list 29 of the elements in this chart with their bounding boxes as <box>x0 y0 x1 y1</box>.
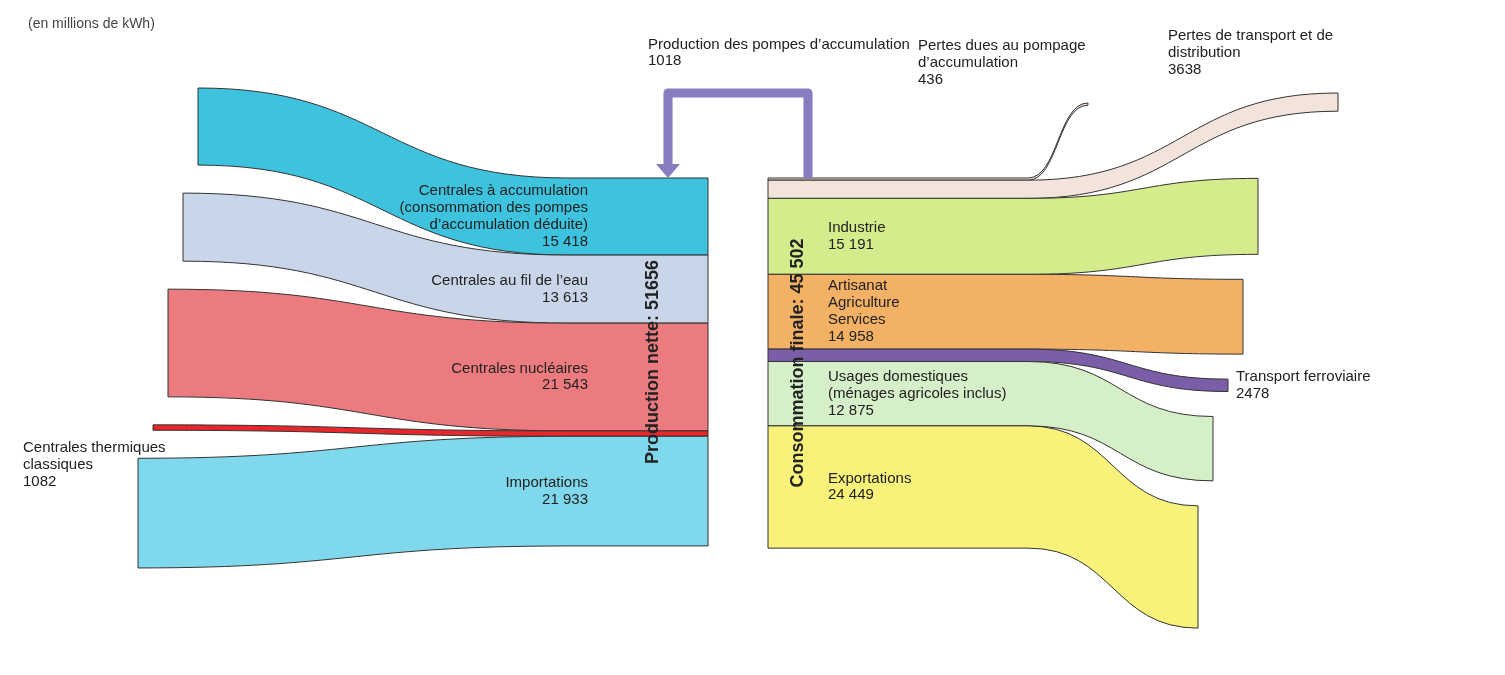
data-label: 2478 <box>1236 383 1270 401</box>
category-label: Exportations <box>828 468 912 486</box>
category-label: Centrales nucléaires <box>451 358 588 376</box>
category-label: Pertes dues au pompage d’accumulation <box>918 35 1086 70</box>
category-label: Transport ferroviaire <box>1236 366 1371 384</box>
text: Production nette: 51656 <box>641 259 662 464</box>
data-label: 13 613 <box>542 287 588 305</box>
category-label: Importations <box>505 472 588 490</box>
data-label: 12 875 <box>828 400 874 418</box>
category-label: Centrales au fil de l’eau <box>431 270 588 288</box>
data-label: 21 933 <box>542 489 588 507</box>
category-label: Industrie <box>828 217 886 235</box>
category-label: Pertes de transport et de distribution <box>1168 25 1334 60</box>
data-label: 15 418 <box>542 232 588 250</box>
category-label: Usages domestiques (ménages agricoles inclus) <box>828 366 1007 401</box>
text: (en millions de kWh) <box>28 15 155 31</box>
data-label: 1018 <box>648 51 682 69</box>
data-label: 436 <box>918 69 944 87</box>
category-label: Artisanat Agriculture Services <box>828 276 900 328</box>
data-label: 21 543 <box>542 375 588 393</box>
text: Consommation finale: 45 502 <box>786 238 807 488</box>
data-label: 3638 <box>1168 59 1202 77</box>
data-label: 24 449 <box>828 485 874 503</box>
category-label: Centrales à accumulation (consommation des pompes d’accumulation déduite) <box>399 181 588 233</box>
data-label: 15 191 <box>828 234 874 252</box>
category-label: Production des pompes d’accumulation <box>648 34 910 52</box>
data-label: 14 958 <box>828 327 874 345</box>
category-label: Centrales thermiques classiques <box>23 437 166 472</box>
data-label: 1082 <box>23 471 57 489</box>
